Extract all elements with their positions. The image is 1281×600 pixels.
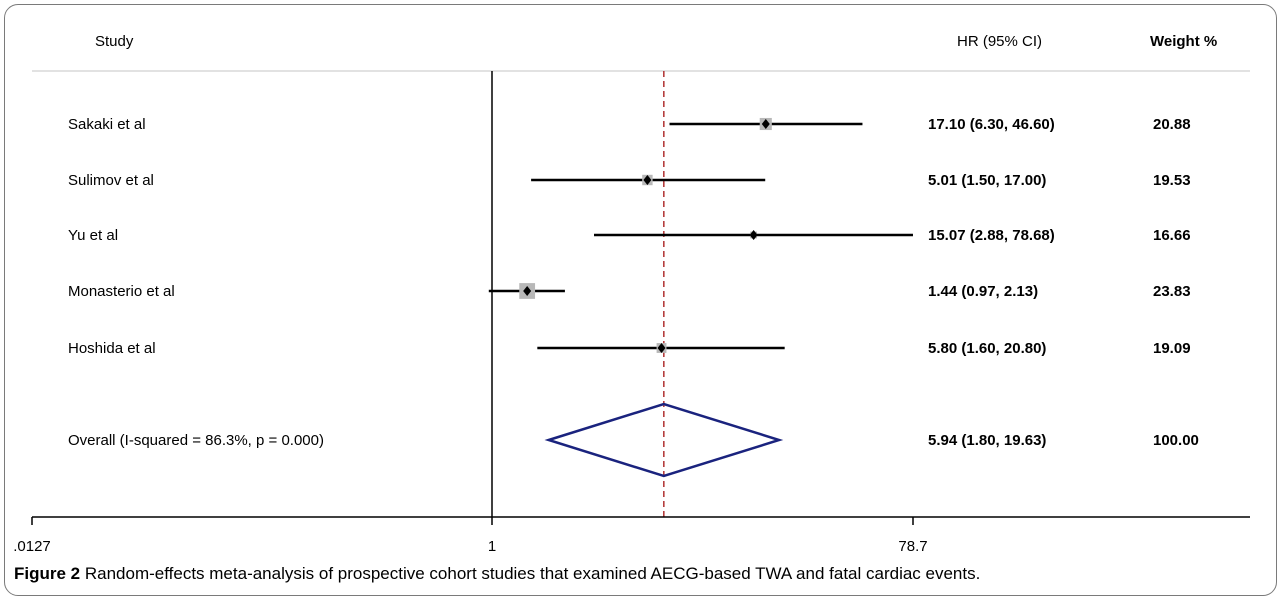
study-label: Sulimov et al xyxy=(68,172,154,189)
hr-value: 5.80 (1.60, 20.80) xyxy=(928,340,1046,357)
x-tick-label: 1 xyxy=(488,538,496,555)
hr-value: 15.07 (2.88, 78.68) xyxy=(928,227,1055,244)
weight-value: 19.09 xyxy=(1153,340,1191,357)
study-row: Hoshida et al 5.80 (1.60, 20.80) 19.09 xyxy=(68,340,1191,357)
study-label: Sakaki et al xyxy=(68,116,146,133)
study-label: Yu et al xyxy=(68,227,118,244)
study-row: Sakaki et al 17.10 (6.30, 46.60) 20.88 xyxy=(68,116,1191,133)
study-row: Monasterio et al 1.44 (0.97, 2.13) 23.83 xyxy=(68,283,1191,300)
column-header-study: Study xyxy=(95,33,134,50)
overall-weight-value: 100.00 xyxy=(1153,432,1199,449)
hr-value: 1.44 (0.97, 2.13) xyxy=(928,283,1038,300)
point-estimate xyxy=(749,230,758,240)
hr-value: 17.10 (6.30, 46.60) xyxy=(928,116,1055,133)
weight-value: 23.83 xyxy=(1153,283,1191,300)
study-label: Hoshida et al xyxy=(68,340,156,357)
caption-text: Random-effects meta-analysis of prospect… xyxy=(84,564,981,583)
hr-value: 5.01 (1.50, 17.00) xyxy=(928,172,1046,189)
caption-label: Figure 2 xyxy=(14,564,81,583)
point-estimate xyxy=(761,119,770,129)
x-tick-label: .0127 xyxy=(13,538,51,555)
weight-value: 19.53 xyxy=(1153,172,1191,189)
forest-plot: Study HR (95% CI) Weight % .0127 1 78.7 Sa… xyxy=(13,33,1250,555)
figure-caption: Figure 2 Random-effects meta-analysis of… xyxy=(14,564,1269,584)
figure-frame xyxy=(4,4,1277,596)
study-row: Sulimov et al 5.01 (1.50, 17.00) 19.53 xyxy=(68,172,1191,189)
x-axis-ticks: .0127 1 78.7 xyxy=(13,517,928,555)
overall-row: Overall (I-squared = 86.3%, p = 0.000) 5.… xyxy=(68,402,1199,478)
point-estimate xyxy=(657,343,666,353)
study-rows: Sakaki et al 17.10 (6.30, 46.60) 20.88 Suli… xyxy=(68,116,1191,357)
point-estimate xyxy=(523,286,532,296)
x-tick-label: 78.7 xyxy=(898,538,927,555)
point-estimate xyxy=(643,175,652,185)
overall-hr-value: 5.94 (1.80, 19.63) xyxy=(928,432,1046,449)
column-header-weight: Weight % xyxy=(1150,33,1217,50)
column-header-hr: HR (95% CI) xyxy=(957,33,1042,50)
weight-value: 16.66 xyxy=(1153,227,1191,244)
study-label: Monasterio et al xyxy=(68,283,175,300)
weight-value: 20.88 xyxy=(1153,116,1191,133)
overall-label: Overall (I-squared = 86.3%, p = 0.000) xyxy=(68,432,324,449)
overall-diamond xyxy=(544,402,784,478)
study-row: Yu et al 15.07 (2.88, 78.68) 16.66 xyxy=(68,227,1191,244)
